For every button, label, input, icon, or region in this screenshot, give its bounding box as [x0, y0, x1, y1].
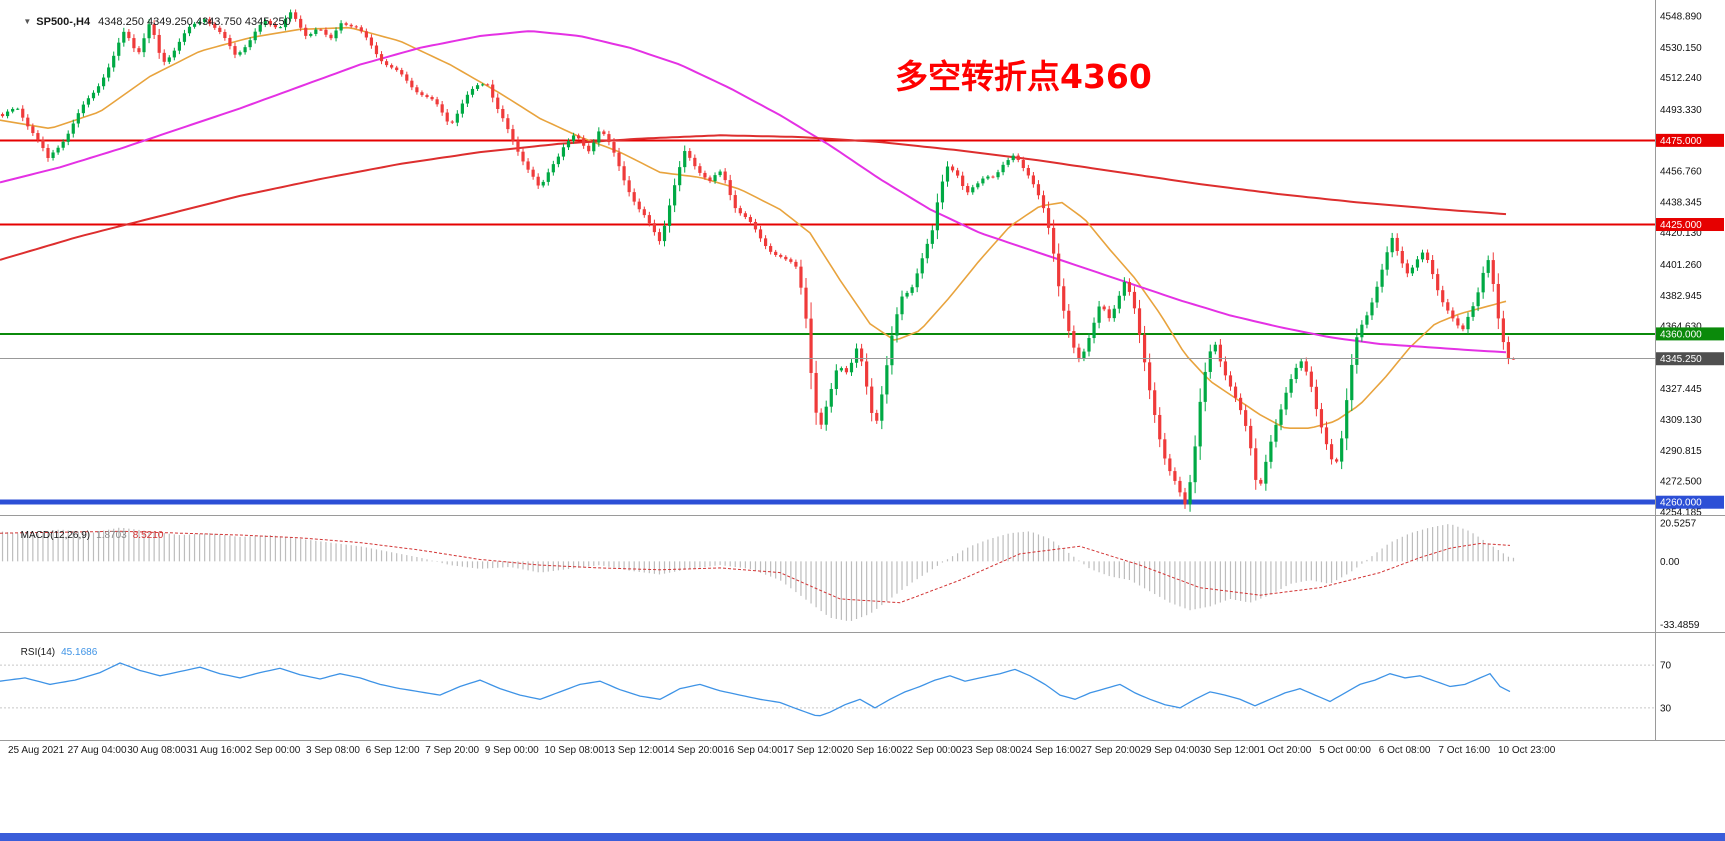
svg-text:4493.330: 4493.330	[1660, 105, 1702, 116]
ma-mid-magenta	[0, 30, 1507, 354]
time-axis-label: 9 Sep 00:00	[484, 745, 539, 756]
svg-text:4260.000: 4260.000	[1660, 498, 1702, 509]
svg-text:4512.240: 4512.240	[1660, 73, 1702, 84]
svg-text:4420.130: 4420.130	[1660, 228, 1702, 239]
level-price-tag	[1656, 495, 1724, 509]
svg-text:4364.630: 4364.630	[1660, 322, 1702, 333]
rsi-value: 45.1686	[61, 647, 98, 658]
ma-slow-red	[0, 134, 1507, 261]
ma-fast-orange	[0, 26, 1507, 429]
ohlc-values: 4348.250 4349.250 4343.750 4345.250	[98, 16, 291, 28]
svg-text:-33.4859: -33.4859	[1660, 620, 1700, 631]
time-axis-label: 27 Aug 04:00	[67, 745, 127, 756]
time-axis-label: 14 Sep 20:00	[663, 745, 724, 756]
rsi-header: RSI(14) 45.1686	[4, 636, 98, 669]
price-pane[interactable]: 4548.890 4530.150 4512.240 4493.330 4456.760…	[0, 0, 1725, 515]
time-axis-label: 6 Sep 12:00	[365, 745, 420, 756]
price-scale[interactable]: 4548.890 4530.150 4512.240 4493.330 4456.760…	[1655, 0, 1725, 516]
macd-histogram	[1, 524, 1515, 621]
time-axis-label: 24 Sep 16:00	[1021, 745, 1081, 756]
time-axis-label: 22 Sep 00:00	[902, 745, 962, 756]
svg-text:20.5257: 20.5257	[1660, 518, 1697, 529]
time-axis-label: 16 Sep 04:00	[723, 745, 783, 756]
svg-text:4530.150: 4530.150	[1660, 43, 1702, 54]
level-price-tag	[1656, 327, 1724, 341]
svg-text:4456.760: 4456.760	[1660, 167, 1702, 178]
level-price-tag	[1656, 218, 1724, 232]
moving-averages	[0, 26, 1507, 429]
svg-text:4309.130: 4309.130	[1660, 415, 1702, 426]
time-axis-label: 20 Sep 16:00	[842, 745, 902, 756]
time-axis-label: 5 Oct 00:00	[1319, 745, 1371, 756]
candlestick-series	[0, 9, 1516, 512]
time-axis-label: 13 Sep 12:00	[604, 745, 664, 756]
taskbar-strip[interactable]	[0, 833, 1725, 841]
price-chart-canvas[interactable]: 4548.890 4530.150 4512.240 4493.330 4456.760…	[0, 0, 1725, 515]
svg-text:30: 30	[1660, 703, 1672, 714]
time-axis-label: 10 Sep 08:00	[544, 745, 604, 756]
time-axis-label: 10 Oct 23:00	[1498, 745, 1556, 756]
time-axis[interactable]: 25 Aug 2021 27 Aug 04:00 30 Aug 08:00 31 Au…	[0, 740, 1725, 762]
macd-signal-line	[0, 530, 1511, 604]
time-axis-label: 30 Aug 08:00	[127, 745, 187, 756]
svg-text:4290.815: 4290.815	[1660, 446, 1702, 457]
horizontal-levels[interactable]	[0, 139, 1655, 505]
svg-text:4425.000: 4425.000	[1660, 220, 1702, 231]
rsi-chart-canvas[interactable]: 70 30	[0, 633, 1725, 740]
time-axis-label: 30 Sep 12:00	[1200, 745, 1260, 756]
rsi-label: RSI(14)	[20, 647, 56, 658]
symbol-timeframe-label: SP500-,H4	[36, 16, 91, 28]
current-price-tag	[1656, 352, 1724, 366]
svg-text:4360.000: 4360.000	[1660, 329, 1702, 340]
svg-text:4272.500: 4272.500	[1660, 477, 1702, 488]
svg-text:4475.000: 4475.000	[1660, 136, 1702, 147]
svg-text:70: 70	[1660, 661, 1672, 672]
svg-text:0.00: 0.00	[1660, 557, 1680, 568]
svg-text:4548.890: 4548.890	[1660, 12, 1702, 23]
level-price-tag	[1656, 133, 1724, 147]
macd-label: MACD(12,26,9)	[20, 530, 91, 541]
macd-chart-canvas[interactable]: 20.5257 0.00 -33.4859	[0, 516, 1725, 632]
rsi-line	[0, 662, 1511, 717]
svg-text:4345.250: 4345.250	[1660, 354, 1702, 365]
svg-text:4327.445: 4327.445	[1660, 384, 1702, 395]
annotation-text: 多空转折点4360	[895, 57, 1152, 96]
time-axis-label: 7 Sep 20:00	[425, 745, 480, 756]
chart-header: ▼ SP500-,H4 4348.250 4349.250 4343.750 434…	[5, 4, 291, 40]
macd-header: MACD(12,26,9) 1.8703 8.5210	[4, 519, 164, 552]
time-axis-label: 3 Sep 08:00	[306, 745, 360, 756]
rsi-pane[interactable]: 70 30 RSI(14) 45.1686	[0, 632, 1725, 740]
collapse-triangle-icon[interactable]: ▼	[23, 17, 32, 26]
below-chart-whitespace	[0, 762, 1725, 833]
time-axis-label: 2 Sep 00:00	[246, 745, 301, 756]
svg-text:4382.945: 4382.945	[1660, 291, 1702, 302]
time-axis-label: 7 Oct 16:00	[1438, 745, 1491, 756]
macd-value: 1.8703	[96, 530, 127, 541]
time-axis-label: 27 Sep 20:00	[1080, 745, 1141, 756]
macd-pane[interactable]: 20.5257 0.00 -33.4859 MACD(12,26,9) 1.8703 8…	[0, 515, 1725, 632]
time-axis-label: 25 Aug 2021	[8, 745, 65, 756]
time-axis-label: 23 Sep 08:00	[961, 745, 1022, 756]
time-axis-label: 17 Sep 12:00	[782, 745, 843, 756]
time-axis-label: 1 Oct 20:00	[1259, 745, 1312, 756]
time-axis-label: 31 Aug 16:00	[186, 745, 246, 756]
svg-text:4254.185: 4254.185	[1660, 508, 1702, 516]
svg-text:4401.260: 4401.260	[1660, 260, 1702, 271]
svg-text:4438.345: 4438.345	[1660, 198, 1702, 209]
time-axis-label: 29 Sep 04:00	[1140, 745, 1200, 756]
macd-signal-value: 8.5210	[132, 530, 164, 541]
time-axis-label: 6 Oct 08:00	[1378, 745, 1431, 756]
